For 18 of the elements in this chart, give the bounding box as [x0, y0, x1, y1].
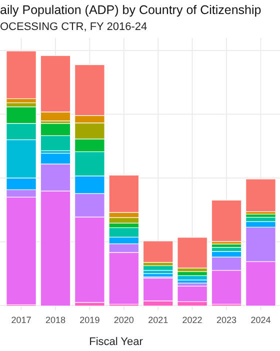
bar — [211, 200, 242, 242]
bar — [177, 275, 208, 280]
bar — [246, 178, 276, 212]
x-tick-label: 2022 — [182, 315, 202, 325]
x-tick-label: 2024 — [250, 315, 271, 325]
bar — [142, 270, 174, 274]
x-tick-label: 2020 — [114, 315, 134, 325]
chart-subtitle: OCESSING CTR, FY 2016-24 — [0, 21, 148, 33]
x-axis-title: Fiscal Year — [89, 336, 144, 348]
bar — [6, 50, 36, 99]
x-tick-label: 2017 — [11, 315, 32, 325]
x-tick-label: 2023 — [216, 315, 237, 325]
bar — [142, 240, 174, 263]
chart-title: aily Population (ADP) by Country of Citizenship — [0, 3, 262, 17]
x-tick-label: 2019 — [80, 315, 100, 325]
x-tick-label: 2021 — [148, 315, 168, 325]
bar — [177, 237, 208, 268]
x-tick-label: 2018 — [45, 315, 66, 325]
